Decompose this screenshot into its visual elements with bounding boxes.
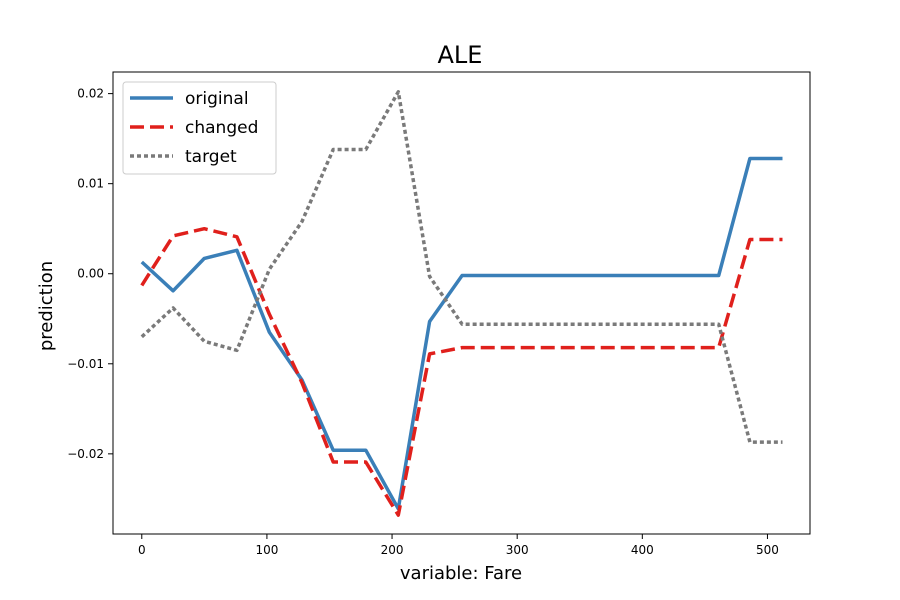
chart-title: ALE: [438, 41, 483, 69]
legend: original changed target: [122, 81, 277, 175]
x-tick-label: 200: [381, 543, 404, 557]
y-axis-title: prediction: [36, 261, 57, 351]
y-tick-label: −0.01: [67, 357, 104, 371]
legend-label-original: original: [185, 89, 249, 109]
legend-label-target: target: [185, 147, 237, 167]
plot-area: [140, 90, 783, 517]
x-tick-label: 100: [255, 543, 278, 557]
legend-label-changed: changed: [185, 118, 258, 138]
y-tick-label: −0.02: [67, 447, 104, 461]
x-tick-label: 400: [631, 543, 654, 557]
x-axis: 0 100 200 300 400 500: [138, 534, 779, 557]
y-tick-label: 0.02: [77, 87, 104, 101]
legend-box: [122, 81, 277, 175]
y-axis: −0.02 −0.01 0.00 0.01 0.02: [67, 87, 113, 461]
series-line-target: [140, 90, 783, 444]
x-tick-label: 300: [506, 543, 529, 557]
x-axis-title: variable: Fare: [400, 563, 522, 584]
x-tick-label: 500: [756, 543, 779, 557]
series-line-original: [140, 156, 783, 511]
y-tick-label: 0.01: [77, 177, 104, 191]
plot-frame: [112, 71, 811, 535]
x-tick-label: 0: [138, 543, 146, 557]
y-tick-label: 0.00: [77, 267, 104, 281]
series-line-changed: [140, 226, 783, 517]
